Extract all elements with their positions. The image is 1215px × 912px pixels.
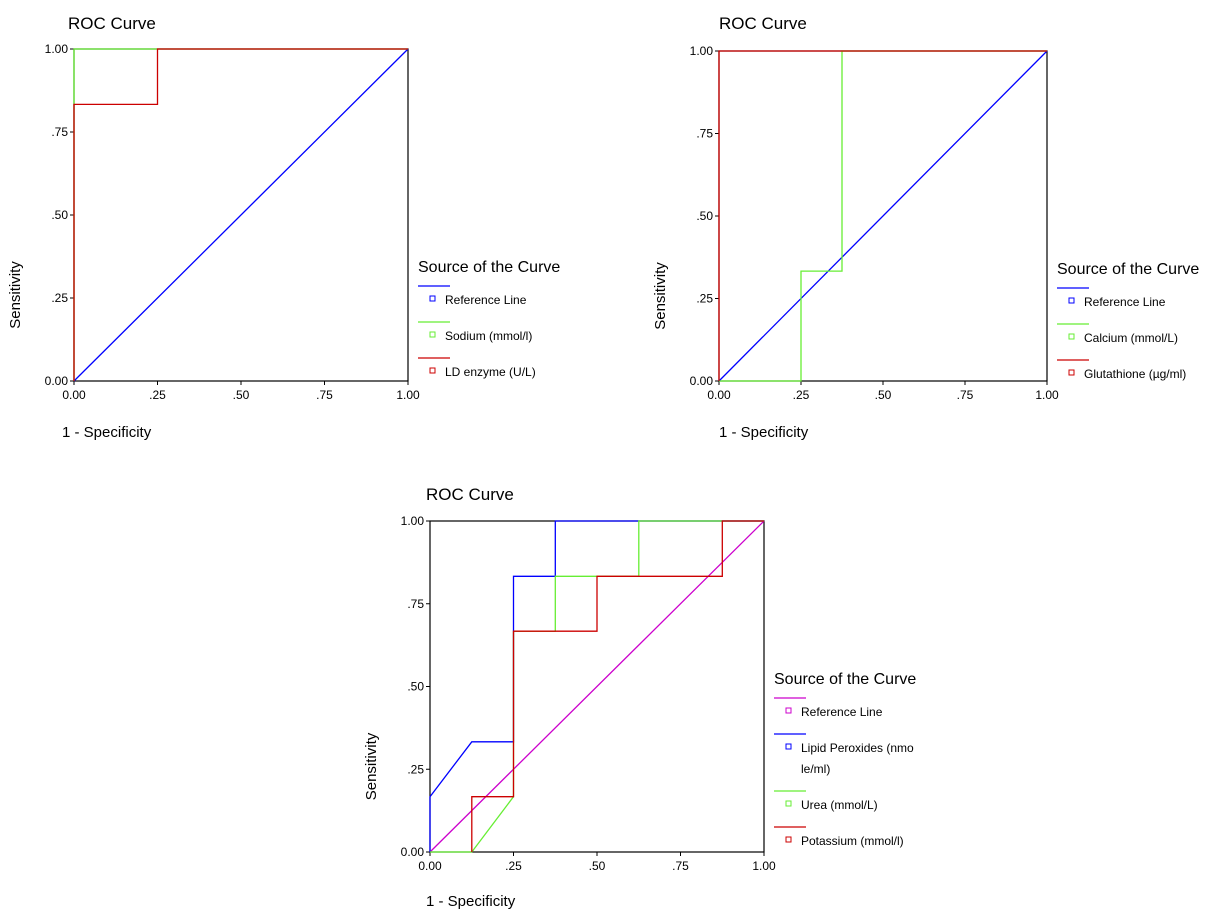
legend-label: Sodium (mmol/l) (445, 329, 532, 343)
y-tick-label: 1.00 (401, 514, 425, 528)
x-tick-label: .25 (505, 859, 522, 873)
series-line-reference-line (718, 50, 1048, 382)
legend-label: Lipid Peroxides (nmo (801, 741, 914, 755)
y-tick-label: .75 (407, 597, 424, 611)
x-tick-label: .50 (233, 388, 250, 402)
x-axis-label: 1 - Specificity (719, 424, 809, 441)
x-axis-label: 1 - Specificity (62, 424, 152, 441)
x-tick-label: .75 (316, 388, 333, 402)
x-tick-label: .25 (149, 388, 166, 402)
y-tick-label: .75 (696, 127, 713, 141)
legend-marker (1068, 369, 1075, 376)
x-tick-label: .50 (589, 859, 606, 873)
chart-title: ROC Curve (68, 14, 156, 33)
legend-label: Reference Line (445, 293, 527, 307)
x-tick-label: 1.00 (752, 859, 776, 873)
y-tick-label: .25 (696, 292, 713, 306)
roc-chart-1: ROC Curve 0.00 .25 .50 .75 1.00 0.00 .25 .50 .75 1… (7, 14, 560, 441)
x-tick-label: 1.00 (1035, 388, 1059, 402)
y-tick-label: .25 (407, 762, 424, 776)
legend-label: Potassium (mmol/l) (801, 834, 904, 848)
y-axis-label: Sensitivity (7, 261, 24, 329)
chart-title: ROC Curve (719, 14, 807, 33)
x-tick-label: 1.00 (396, 388, 420, 402)
legend-label: Reference Line (801, 705, 883, 719)
y-tick-label: 1.00 (45, 42, 69, 56)
legend-label: LD enzyme (U/L) (445, 365, 536, 379)
x-tick-label: 0.00 (62, 388, 86, 402)
legend-label: Glutathione (µg/ml) (1084, 367, 1186, 381)
y-tick-label: 0.00 (45, 374, 69, 388)
series-line-potassium-mmol-l (471, 520, 764, 852)
x-tick-label: .25 (793, 388, 810, 402)
y-tick-label: .50 (51, 208, 68, 222)
legend-marker (785, 836, 792, 843)
x-tick-label: .75 (672, 859, 689, 873)
x-tick-label: .50 (875, 388, 892, 402)
legend-label: Calcium (mmol/L) (1084, 331, 1178, 345)
legend-title: Source of the Curve (1057, 261, 1199, 278)
legend-marker (429, 331, 436, 338)
legend-label: Urea (mmol/L) (801, 798, 878, 812)
legend-label: le/ml) (801, 762, 830, 776)
x-tick-label: 0.00 (418, 859, 442, 873)
y-tick-label: .25 (51, 291, 68, 305)
y-tick-label: .75 (51, 125, 68, 139)
series-line-reference-line (429, 520, 765, 853)
legend-title: Source of the Curve (774, 671, 916, 688)
legend-marker (429, 367, 436, 374)
roc-chart-2: ROC Curve 0.00 .25 .50 .75 1.00 0.00 .25 .50 .75 1… (652, 14, 1199, 441)
legend-label: Reference Line (1084, 295, 1166, 309)
y-tick-label: 1.00 (690, 44, 714, 58)
series-line-ld-enzyme-u-l (73, 48, 408, 381)
chart-title: ROC Curve (426, 485, 514, 504)
y-tick-label: 0.00 (401, 845, 425, 859)
series-line-glutathione-g-ml (718, 50, 1047, 381)
y-axis-label: Sensitivity (652, 262, 669, 330)
legend-marker (429, 295, 436, 302)
legend-marker (1068, 333, 1075, 340)
x-axis-label: 1 - Specificity (426, 893, 516, 910)
legend-marker (785, 743, 792, 750)
series-line-reference-line (73, 48, 409, 382)
legend-marker (1068, 297, 1075, 304)
legend-marker (785, 707, 792, 714)
y-tick-label: .50 (407, 680, 424, 694)
legend-title: Source of the Curve (418, 259, 560, 276)
y-axis-label: Sensitivity (363, 732, 380, 800)
y-tick-label: 0.00 (690, 374, 714, 388)
x-tick-label: 0.00 (707, 388, 731, 402)
roc-chart-3: ROC Curve 0.00 .25 .50 .75 1.00 0.00 .25 .50 .75 1… (363, 485, 916, 910)
y-tick-label: .50 (696, 209, 713, 223)
x-tick-label: .75 (957, 388, 974, 402)
legend-marker (785, 800, 792, 807)
